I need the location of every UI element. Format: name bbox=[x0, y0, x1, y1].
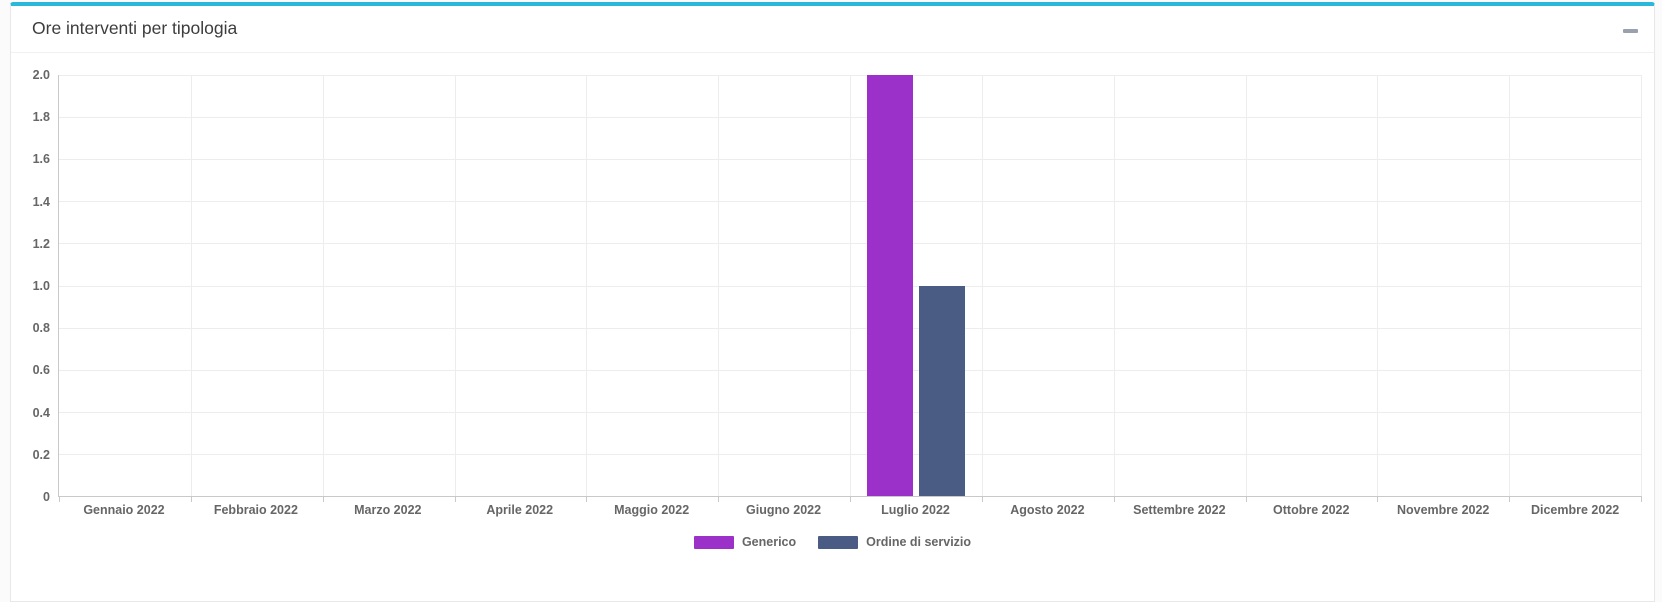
x-tick-mark bbox=[850, 496, 851, 502]
chart-legend: Generico Ordine di servizio bbox=[11, 535, 1654, 549]
v-gridline bbox=[322, 75, 324, 496]
legend-label: Generico bbox=[741, 535, 797, 549]
x-tick-mark bbox=[718, 496, 720, 502]
y-tick-label: 1.0 bbox=[32, 279, 50, 293]
bar-ordine-di-servizio bbox=[918, 285, 966, 496]
x-tick-mark bbox=[1641, 496, 1642, 502]
plot-area bbox=[58, 75, 1642, 502]
legend-item: Ordine di servizio bbox=[818, 535, 971, 549]
legend-item: Generico bbox=[693, 535, 797, 549]
y-tick-label: 2.0 bbox=[32, 68, 50, 82]
x-tick-mark bbox=[59, 496, 60, 502]
v-gridline bbox=[1509, 75, 1511, 496]
panel-title: Ore interventi per tipologia bbox=[32, 18, 238, 38]
x-tick-label: Maggio 2022 bbox=[614, 503, 690, 517]
x-tick-mark bbox=[1113, 496, 1115, 502]
x-tick-label: Aprile 2022 bbox=[486, 503, 554, 517]
y-tick-label: 1.6 bbox=[32, 152, 50, 167]
x-tick-label: Agosto 2022 bbox=[1010, 503, 1085, 517]
v-gridline bbox=[981, 75, 983, 496]
x-tick-mark bbox=[190, 496, 192, 502]
x-axis-labels: Gennaio 2022 Febbraio 2022 Marzo 2022 April… bbox=[58, 503, 1641, 517]
minus-icon bbox=[1623, 29, 1638, 33]
v-gridline bbox=[586, 75, 588, 496]
legend-label: Ordine di servizio bbox=[866, 535, 972, 549]
x-tick-mark bbox=[454, 496, 456, 502]
y-tick-label: 1.2 bbox=[32, 236, 50, 251]
y-tick-label: 0.6 bbox=[32, 363, 50, 378]
collapse-button[interactable] bbox=[1617, 23, 1644, 39]
legend-swatch bbox=[818, 535, 859, 549]
x-tick-label: Febbraio 2022 bbox=[213, 503, 298, 517]
y-tick-label: 1.4 bbox=[32, 194, 50, 209]
v-gridline bbox=[454, 75, 456, 496]
y-tick-label: 1.8 bbox=[32, 110, 50, 125]
y-tick-label: 0 bbox=[43, 490, 50, 504]
v-gridline bbox=[1377, 75, 1379, 496]
y-tick-label: 0.4 bbox=[32, 405, 50, 420]
x-tick-mark bbox=[1245, 496, 1247, 502]
x-tick-mark bbox=[981, 496, 983, 502]
x-tick-label: Luglio 2022 bbox=[881, 503, 950, 517]
x-tick-mark bbox=[322, 496, 324, 502]
legend-swatch bbox=[693, 535, 734, 549]
x-tick-label: Ottobre 2022 bbox=[1273, 503, 1350, 517]
x-tick-label: Marzo 2022 bbox=[354, 503, 422, 517]
bar-generico bbox=[866, 75, 913, 496]
x-tick-label: Novembre 2022 bbox=[1396, 503, 1490, 517]
chart-panel: Ore interventi per tipologia 0 0.2 0.4 0.6 0… bbox=[10, 2, 1655, 602]
v-gridline bbox=[850, 75, 851, 496]
panel-header: Ore interventi per tipologia bbox=[11, 6, 1654, 53]
bar-chart: 0 0.2 0.4 0.6 0.8 1.0 1.2 1.4 1.6 1.8 2.0 Gennaio … bbox=[11, 57, 1654, 567]
y-tick-label: 0.8 bbox=[32, 321, 50, 336]
x-tick-label: Settembre 2022 bbox=[1133, 503, 1226, 517]
v-gridline bbox=[718, 75, 720, 496]
x-tick-label: Giugno 2022 bbox=[746, 503, 822, 517]
x-tick-mark bbox=[586, 496, 588, 502]
x-tick-label: Gennaio 2022 bbox=[83, 503, 165, 517]
v-gridline bbox=[1245, 75, 1247, 496]
v-gridline bbox=[1641, 75, 1642, 496]
v-gridline bbox=[1113, 75, 1115, 496]
x-tick-label: Dicembre 2022 bbox=[1530, 503, 1620, 517]
v-gridline bbox=[190, 75, 192, 496]
y-tick-label: 0.2 bbox=[32, 447, 50, 462]
x-tick-mark bbox=[1509, 496, 1511, 502]
x-tick-mark bbox=[1377, 496, 1379, 502]
